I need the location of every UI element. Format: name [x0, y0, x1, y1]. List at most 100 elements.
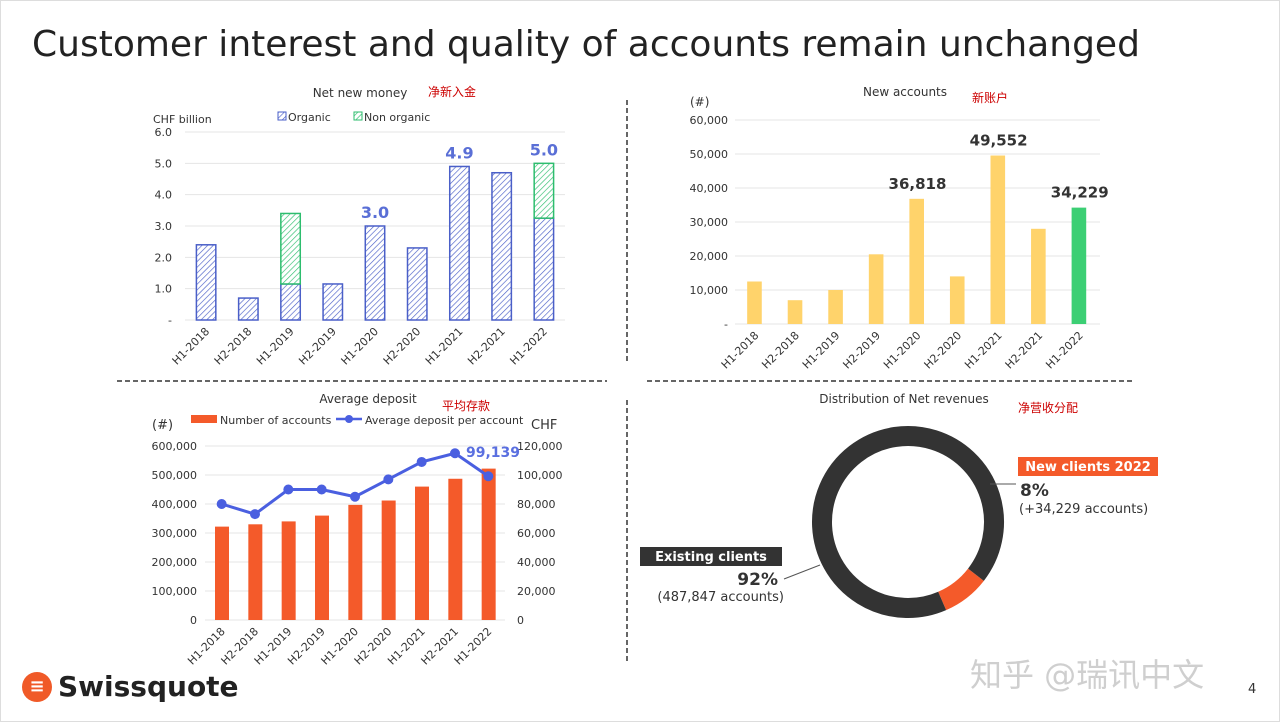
slice-sub: (+34,229 accounts) [1019, 502, 1148, 517]
line-point [316, 484, 327, 495]
slice-percent: 8% [1020, 481, 1049, 501]
y-tick-label: 300,000 [152, 527, 198, 540]
y2-tick-label: 40,000 [517, 556, 556, 569]
bar-accounts [248, 524, 263, 620]
slice-name: New clients 2022 [1025, 460, 1151, 475]
x-tick-label: H2-2021 [465, 325, 508, 368]
bar-new-accounts [1031, 228, 1046, 324]
bar-organic [280, 283, 302, 321]
y-tick-label: 600,000 [152, 440, 198, 453]
y-tick-label: 100,000 [152, 585, 198, 598]
page-number: 4 [1248, 682, 1257, 697]
chart-title: New accounts [863, 85, 947, 99]
x-tick-label: H1-2021 [962, 329, 1005, 372]
y-tick-label: - [724, 318, 728, 331]
badge-new-clients [1018, 457, 1158, 476]
line-point [416, 456, 427, 467]
bar-organic [195, 244, 217, 321]
bar-new-accounts [990, 155, 1006, 324]
bar-organic [406, 247, 428, 321]
slice-sub: (487,847 accounts) [657, 590, 784, 605]
y-tick-label: 0 [190, 614, 197, 627]
chart-annotation: 净新入金 [428, 84, 476, 99]
chart-annotation: 净营收分配 [1018, 401, 1078, 415]
legend-label: Average deposit per account [365, 414, 524, 427]
line-point [216, 499, 227, 509]
x-tick-label: H1-2022 [1043, 329, 1086, 372]
y-tick-label: 2.0 [155, 251, 173, 264]
y-tick-label: 30,000 [690, 216, 729, 229]
y-tick-label: 50,000 [690, 148, 729, 161]
bar-accounts [381, 500, 396, 620]
watermark: 知乎 @瑞讯中文 [970, 656, 1205, 694]
y-tick-label: 3.0 [155, 220, 173, 233]
donut-slice [812, 426, 1004, 618]
x-tick-label: H1-2021 [423, 325, 466, 368]
chart-title: Net new money [313, 86, 408, 100]
y-axis-label: (#) [152, 418, 173, 433]
legend-marker [345, 415, 353, 423]
bar-non-organic [280, 212, 302, 285]
y2-tick-label: 0 [517, 614, 524, 627]
bar-new-accounts [1071, 207, 1087, 324]
y-tick-label: 6.0 [155, 126, 173, 139]
leader-line [783, 564, 821, 580]
chart-title: Distribution of Net revenues [819, 392, 988, 406]
bar-new-accounts [828, 290, 843, 324]
legend-swatch-organic [277, 111, 287, 121]
chart-title: Average deposit [319, 392, 417, 406]
x-tick-label: H1-2020 [339, 325, 382, 368]
line-point [350, 491, 360, 502]
y-tick-label: 200,000 [152, 556, 198, 569]
y2-tick-label: 60,000 [517, 527, 556, 540]
y-tick-label: 10,000 [690, 284, 729, 297]
y-tick-label: 20,000 [690, 250, 729, 263]
slide-title: Customer interest and quality of account… [32, 24, 1140, 65]
bar-accounts [348, 504, 363, 620]
legend-label: Number of accounts [220, 414, 332, 427]
line-point [250, 509, 260, 520]
x-tick-label: H2-2019 [296, 325, 339, 368]
bar-organic [491, 171, 513, 321]
slice-percent: 92% [737, 570, 778, 590]
bar-new-accounts [909, 198, 924, 324]
legend-swatch-accounts [191, 415, 217, 423]
logo-mark-icon: ≡ [22, 671, 52, 702]
y-tick-label: 5.0 [155, 157, 173, 170]
x-tick-label: H2-2020 [922, 329, 965, 372]
line-point [383, 474, 394, 485]
bar-new-accounts [949, 276, 965, 324]
x-tick-label: H2-2018 [759, 329, 802, 372]
bar-organic [533, 217, 555, 321]
data-label: 3.0 [361, 203, 389, 222]
y2-tick-label: 20,000 [517, 585, 556, 598]
badge-existing-clients [640, 547, 782, 566]
y-tick-label: 500,000 [152, 469, 198, 482]
y-tick-label: 40,000 [690, 182, 729, 195]
x-tick-label: H1-2019 [800, 329, 843, 372]
data-label: 34,229 [1051, 184, 1109, 202]
legend-label: Non organic [364, 111, 430, 124]
y-tick-label: 4.0 [155, 189, 173, 202]
data-label: 99,139 [466, 445, 520, 461]
line-point [450, 448, 460, 459]
x-tick-label: H2-2021 [1003, 329, 1046, 372]
y2-axis-label: CHF [531, 418, 557, 433]
bar-accounts [415, 486, 429, 620]
logo-text: Swissquote [58, 670, 239, 703]
x-tick-label: H2-2019 [840, 329, 883, 372]
swissquote-logo: ≡ Swissquote [22, 670, 239, 703]
bar-organic [322, 283, 344, 321]
bar-new-accounts [787, 300, 803, 324]
bar-accounts [315, 515, 329, 620]
data-label: 49,552 [970, 132, 1028, 150]
legend-label: Organic [288, 111, 331, 124]
x-tick-label: H1-2018 [719, 329, 762, 372]
chart-annotation: 新账户 [972, 90, 1008, 105]
x-tick-label: H2-2020 [381, 325, 424, 368]
bar-accounts [215, 526, 229, 620]
donut-slice [937, 568, 984, 611]
y-axis-label: CHF billion [153, 113, 212, 126]
line-point [483, 471, 494, 482]
